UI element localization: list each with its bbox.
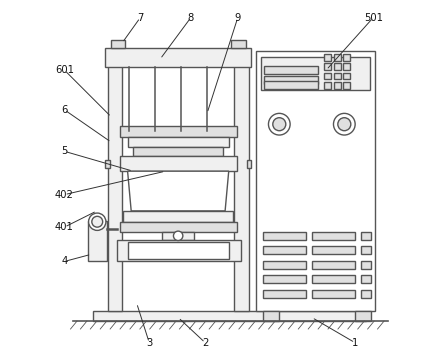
Bar [162,232,194,240]
Bar [343,72,350,79]
Bar [93,311,366,321]
Text: 1: 1 [352,338,358,348]
Bar [111,40,125,48]
Bar [361,261,371,269]
Bar [312,261,355,269]
Bar [128,242,229,259]
Bar [133,147,223,156]
Bar [234,63,249,311]
Bar [334,82,341,89]
Bar [324,72,331,79]
Circle shape [89,213,106,230]
Text: 9: 9 [234,13,241,23]
Bar [231,40,246,48]
Text: 4: 4 [61,257,67,266]
Text: 8: 8 [188,13,194,23]
Circle shape [92,216,103,227]
Bar [263,275,307,283]
Text: 501: 501 [364,13,383,23]
Bar [324,54,331,61]
Circle shape [338,118,351,131]
Bar [261,58,369,90]
Text: 7: 7 [137,13,144,23]
Text: 5: 5 [61,146,67,156]
Bar [312,246,355,254]
Bar [324,63,331,70]
Bar [105,160,109,168]
Bar [361,232,371,240]
Text: 6: 6 [61,105,67,115]
Circle shape [268,113,290,135]
Text: 601: 601 [55,65,74,75]
Bar [123,211,233,222]
Bar [256,51,375,311]
Polygon shape [128,171,229,211]
Bar [343,54,350,61]
Bar [343,82,350,89]
Bar [361,290,371,298]
Bar [334,72,341,79]
Bar [312,275,355,283]
Bar [105,48,252,67]
Bar [108,63,122,311]
Bar [312,232,355,240]
Bar [312,290,355,298]
Bar [343,63,350,70]
Bar [128,137,229,147]
Bar [264,81,319,89]
Bar [263,246,307,254]
Circle shape [334,113,355,135]
Bar [334,54,341,61]
Bar [264,76,319,84]
Bar [120,222,237,232]
Bar [263,311,279,321]
Bar [355,311,371,321]
Bar [120,156,237,171]
Bar [264,66,319,74]
Circle shape [174,231,183,241]
Bar [263,232,307,240]
Bar [263,290,307,298]
Bar [361,275,371,283]
Bar [247,160,251,168]
Bar [324,82,331,89]
Bar [334,63,341,70]
Text: 402: 402 [55,190,74,199]
Text: 3: 3 [146,338,152,348]
Bar [88,221,107,261]
Circle shape [273,118,286,131]
Bar [263,261,307,269]
Bar [117,240,241,261]
Text: 2: 2 [202,338,209,348]
Bar [361,246,371,254]
Text: 401: 401 [55,222,74,232]
Bar [120,126,237,137]
